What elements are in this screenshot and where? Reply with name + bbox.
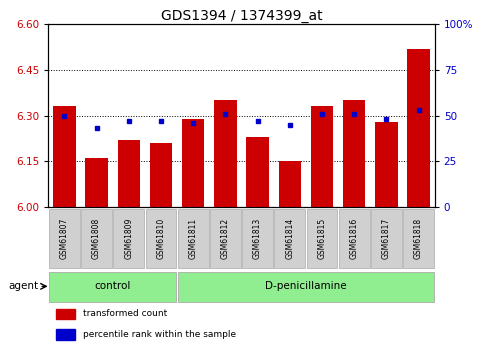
Text: GSM61814: GSM61814 <box>285 217 294 259</box>
Bar <box>311 106 333 207</box>
Text: GSM61817: GSM61817 <box>382 217 391 259</box>
Text: GSM61808: GSM61808 <box>92 217 101 259</box>
Bar <box>56 329 75 339</box>
Text: GSM61810: GSM61810 <box>156 217 166 259</box>
FancyBboxPatch shape <box>339 209 369 268</box>
Bar <box>375 122 398 207</box>
FancyBboxPatch shape <box>49 272 176 302</box>
FancyBboxPatch shape <box>145 209 176 268</box>
Text: GSM61818: GSM61818 <box>414 217 423 259</box>
Bar <box>279 161 301 207</box>
Text: GSM61812: GSM61812 <box>221 217 230 259</box>
FancyBboxPatch shape <box>178 209 209 268</box>
Text: control: control <box>95 281 131 290</box>
FancyBboxPatch shape <box>178 272 434 302</box>
Bar <box>56 308 75 319</box>
FancyBboxPatch shape <box>81 209 112 268</box>
FancyBboxPatch shape <box>49 209 80 268</box>
FancyBboxPatch shape <box>403 209 434 268</box>
Text: GSM61809: GSM61809 <box>124 217 133 259</box>
Text: D-penicillamine: D-penicillamine <box>265 281 347 290</box>
Text: GSM61813: GSM61813 <box>253 217 262 259</box>
FancyBboxPatch shape <box>371 209 402 268</box>
Bar <box>117 140 140 207</box>
Bar <box>85 158 108 207</box>
FancyBboxPatch shape <box>307 209 338 268</box>
Text: GSM61807: GSM61807 <box>60 217 69 259</box>
Bar <box>343 100 366 207</box>
Title: GDS1394 / 1374399_at: GDS1394 / 1374399_at <box>161 9 322 23</box>
FancyBboxPatch shape <box>274 209 305 268</box>
FancyBboxPatch shape <box>114 209 144 268</box>
Text: agent: agent <box>9 282 39 291</box>
Bar <box>182 119 204 207</box>
Bar <box>214 100 237 207</box>
Text: GSM61815: GSM61815 <box>317 217 327 259</box>
FancyBboxPatch shape <box>242 209 273 268</box>
Bar <box>150 143 172 207</box>
Text: transformed count: transformed count <box>83 309 167 318</box>
Bar <box>246 137 269 207</box>
Bar <box>53 106 76 207</box>
Text: percentile rank within the sample: percentile rank within the sample <box>83 330 236 339</box>
Text: GSM61816: GSM61816 <box>350 217 359 259</box>
Bar <box>407 49 430 207</box>
Text: GSM61811: GSM61811 <box>189 217 198 259</box>
FancyBboxPatch shape <box>210 209 241 268</box>
